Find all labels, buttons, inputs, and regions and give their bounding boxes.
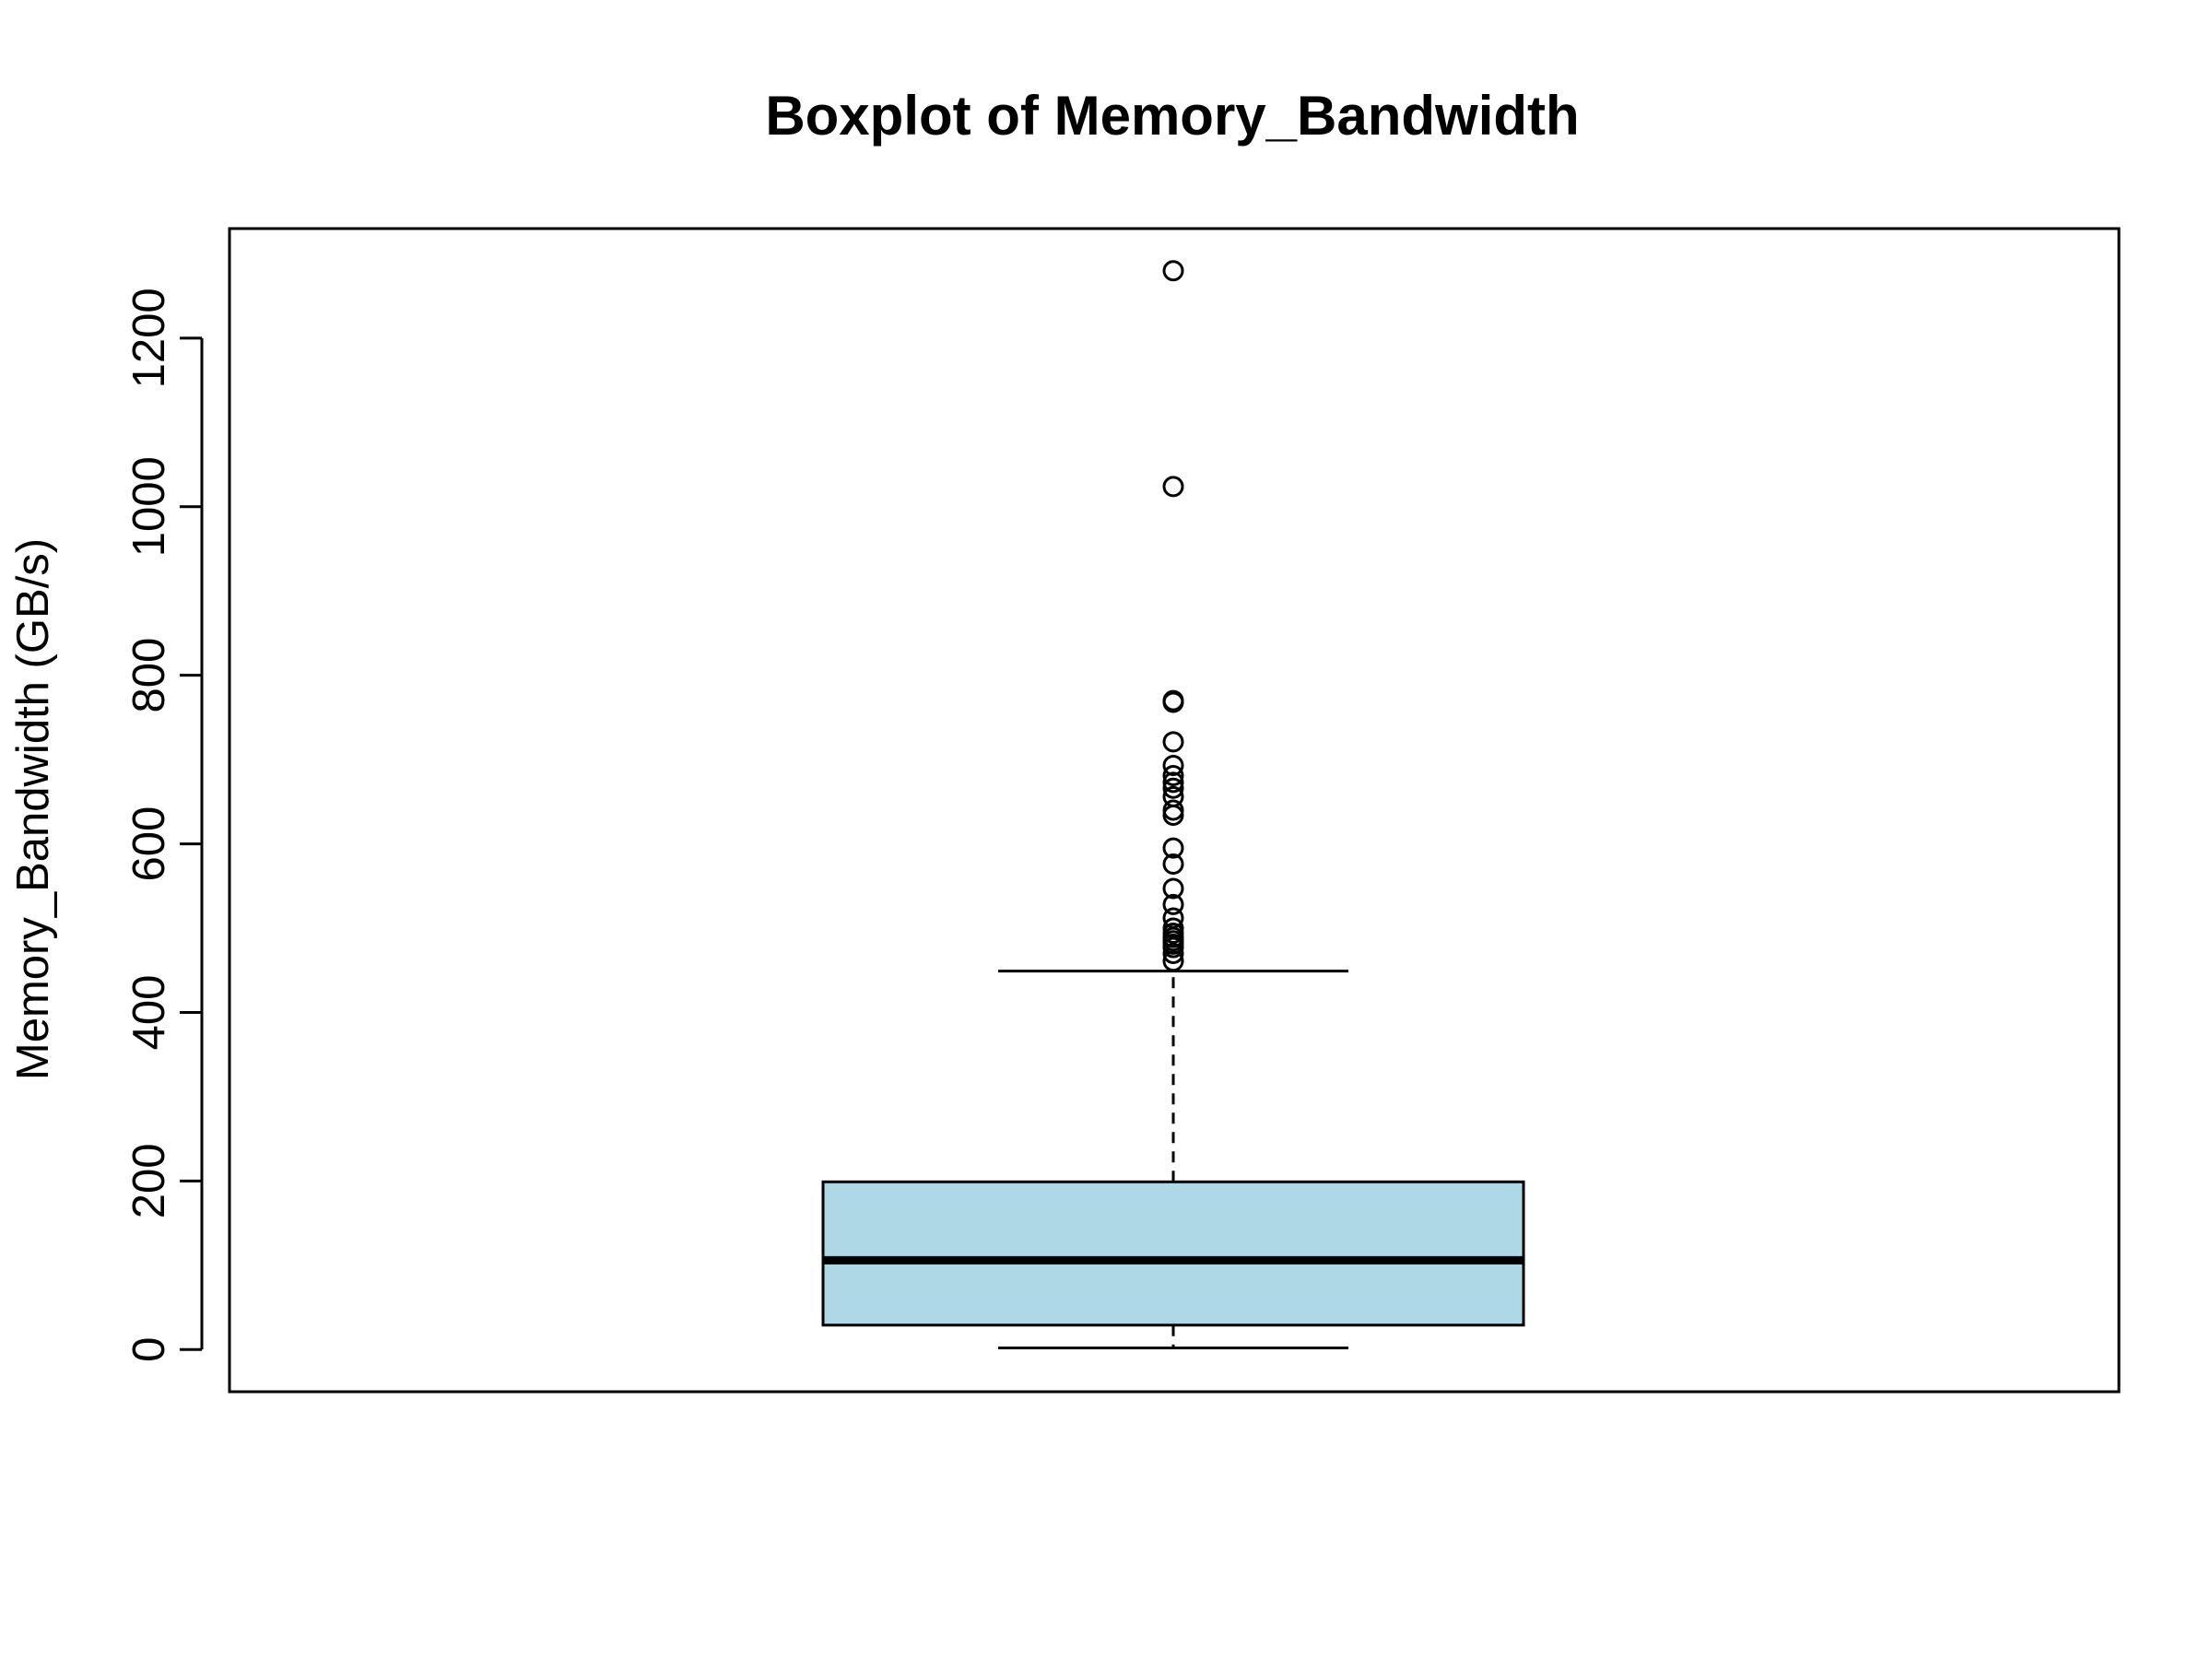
y-tick-label: 800: [124, 638, 174, 713]
outlier-point: [1162, 853, 1184, 876]
outlier-point: [1162, 777, 1184, 799]
y-tick-label: 200: [124, 1143, 174, 1218]
outlier-point: [1162, 893, 1184, 915]
outlier-point: [1162, 785, 1184, 807]
chart-title: Boxplot of Memory_Bandwidth: [765, 85, 1579, 147]
outlier-point: [1162, 917, 1184, 939]
outlier-point: [1162, 689, 1184, 712]
box-group: [821, 970, 1525, 1349]
outlier-point: [1162, 942, 1184, 964]
plot-frame: [228, 227, 2121, 1394]
outlier-point: [1162, 799, 1184, 821]
outlier-point: [1162, 765, 1184, 787]
y-tick-label: 1200: [124, 288, 174, 388]
outlier-point: [1162, 771, 1184, 794]
y-tick-label: 600: [124, 806, 174, 882]
outlier-point: [1162, 837, 1184, 859]
outlier-point: [1162, 950, 1184, 972]
y-tick-label: 0: [124, 1337, 174, 1362]
outlier-point: [1162, 260, 1184, 282]
iqr-box: [821, 1180, 1525, 1327]
outlier-point: [1162, 755, 1184, 777]
y-axis: 0 200 400 600 800 1000 1200: [124, 288, 204, 1362]
outlier-point: [1162, 476, 1184, 498]
y-axis-label: Memory_Bandwidth (GB/s): [8, 538, 58, 1080]
outlier-point: [1162, 731, 1184, 753]
y-tick-label: 400: [124, 975, 174, 1051]
y-tick-label: 1000: [124, 456, 174, 557]
outlier-group: [1162, 260, 1184, 972]
outlier-point: [1162, 877, 1184, 900]
outlier-point: [1162, 907, 1184, 929]
